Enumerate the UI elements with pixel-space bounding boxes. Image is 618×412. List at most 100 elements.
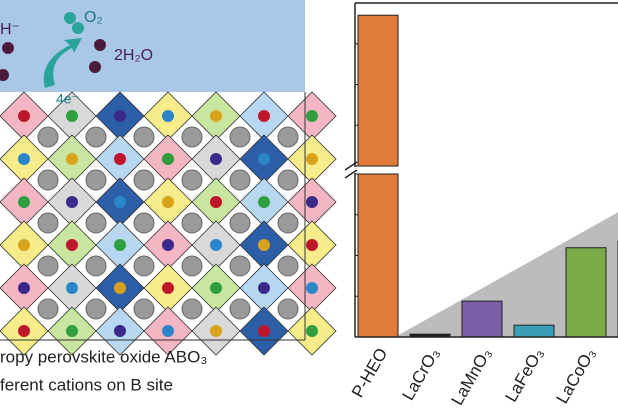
b-cation (66, 153, 78, 165)
b-cation (66, 325, 78, 337)
a-cation (85, 212, 107, 234)
b-cation (258, 153, 270, 165)
a-cation (133, 169, 155, 191)
a-cation (229, 298, 251, 320)
b-cation (162, 196, 174, 208)
a-cation (277, 255, 299, 277)
x-tick-label: LaFeO₃ (501, 345, 547, 406)
caption: ferent cations on B site (0, 375, 173, 394)
b-cation (114, 196, 126, 208)
o2-molecule (72, 22, 84, 34)
label: O₂ (84, 9, 103, 26)
a-cation (37, 255, 59, 277)
arrow (43, 38, 82, 88)
h2o-molecule (89, 61, 101, 73)
b-cation (114, 239, 126, 251)
b-cation (210, 239, 222, 251)
a-cation (181, 212, 203, 234)
a-cation (181, 298, 203, 320)
b-cation (258, 325, 270, 337)
b-cation (306, 110, 318, 122)
b-cation (18, 282, 30, 294)
b-cation (66, 196, 78, 208)
b-cation (210, 153, 222, 165)
axis-break-mark (344, 161, 358, 171)
label: 2H₂O (114, 47, 153, 64)
b-cation (66, 282, 78, 294)
b-cation (258, 282, 270, 294)
b-cation (210, 325, 222, 337)
a-cation (37, 212, 59, 234)
b-cation (258, 239, 270, 251)
a-cation (133, 126, 155, 148)
chart: P-HEOLaCrO₃LaMnO₃LaFeO₃LaCoO₃LaN (341, 2, 618, 409)
b-cation (306, 282, 318, 294)
a-cation (37, 169, 59, 191)
b-cation (18, 325, 30, 337)
b-cation (18, 239, 30, 251)
b-cation (162, 282, 174, 294)
a-cation (181, 126, 203, 148)
bar (565, 247, 607, 338)
label: H⁻ (0, 21, 20, 38)
a-cation (85, 169, 107, 191)
b-cation (162, 325, 174, 337)
a-cation (229, 212, 251, 234)
a-cation (133, 212, 155, 234)
a-cation (181, 255, 203, 277)
a-cation (277, 212, 299, 234)
trend-wedge (395, 212, 618, 337)
b-cation (114, 282, 126, 294)
oh-molecule (0, 69, 9, 81)
b-cation (114, 110, 126, 122)
a-cation (277, 126, 299, 148)
b-cation (258, 110, 270, 122)
b-cation (258, 196, 270, 208)
bar (513, 324, 555, 338)
a-cation (85, 255, 107, 277)
a-cation (277, 298, 299, 320)
a-cation (229, 255, 251, 277)
o2-molecule (64, 12, 76, 24)
bar (357, 14, 399, 167)
x-tick-label: P-HEO (348, 345, 391, 401)
a-cation (133, 255, 155, 277)
axis-break-mark (344, 169, 358, 179)
b-cation (306, 196, 318, 208)
b-cation (162, 239, 174, 251)
b-cation (210, 196, 222, 208)
b-cation (18, 153, 30, 165)
bar (461, 300, 503, 338)
a-cation (133, 298, 155, 320)
b-cation (306, 239, 318, 251)
b-cation (66, 239, 78, 251)
a-cation (181, 169, 203, 191)
a-cation (85, 126, 107, 148)
b-cation (114, 325, 126, 337)
bar (357, 173, 399, 338)
a-cation (229, 126, 251, 148)
axis-break-gap (341, 167, 403, 173)
a-cation (85, 298, 107, 320)
b-cation (66, 110, 78, 122)
a-cation (277, 169, 299, 191)
b-cation (162, 153, 174, 165)
a-cation (37, 298, 59, 320)
x-tick-label: LaCrO₃ (398, 345, 443, 404)
b-cation (114, 153, 126, 165)
caption: ropy perovskite oxide ABO₃ (0, 347, 207, 366)
label: 4e⁻ (56, 91, 79, 107)
oh-molecule (2, 42, 14, 54)
b-cation (18, 110, 30, 122)
x-tick-label: LaMnO₃ (448, 345, 496, 409)
h2o-molecule (94, 39, 106, 51)
b-cation (210, 110, 222, 122)
lattice (0, 91, 337, 356)
b-cation (306, 153, 318, 165)
a-cation (37, 126, 59, 148)
b-cation (210, 282, 222, 294)
b-cation (306, 325, 318, 337)
b-cation (18, 196, 30, 208)
b-cation (162, 110, 174, 122)
